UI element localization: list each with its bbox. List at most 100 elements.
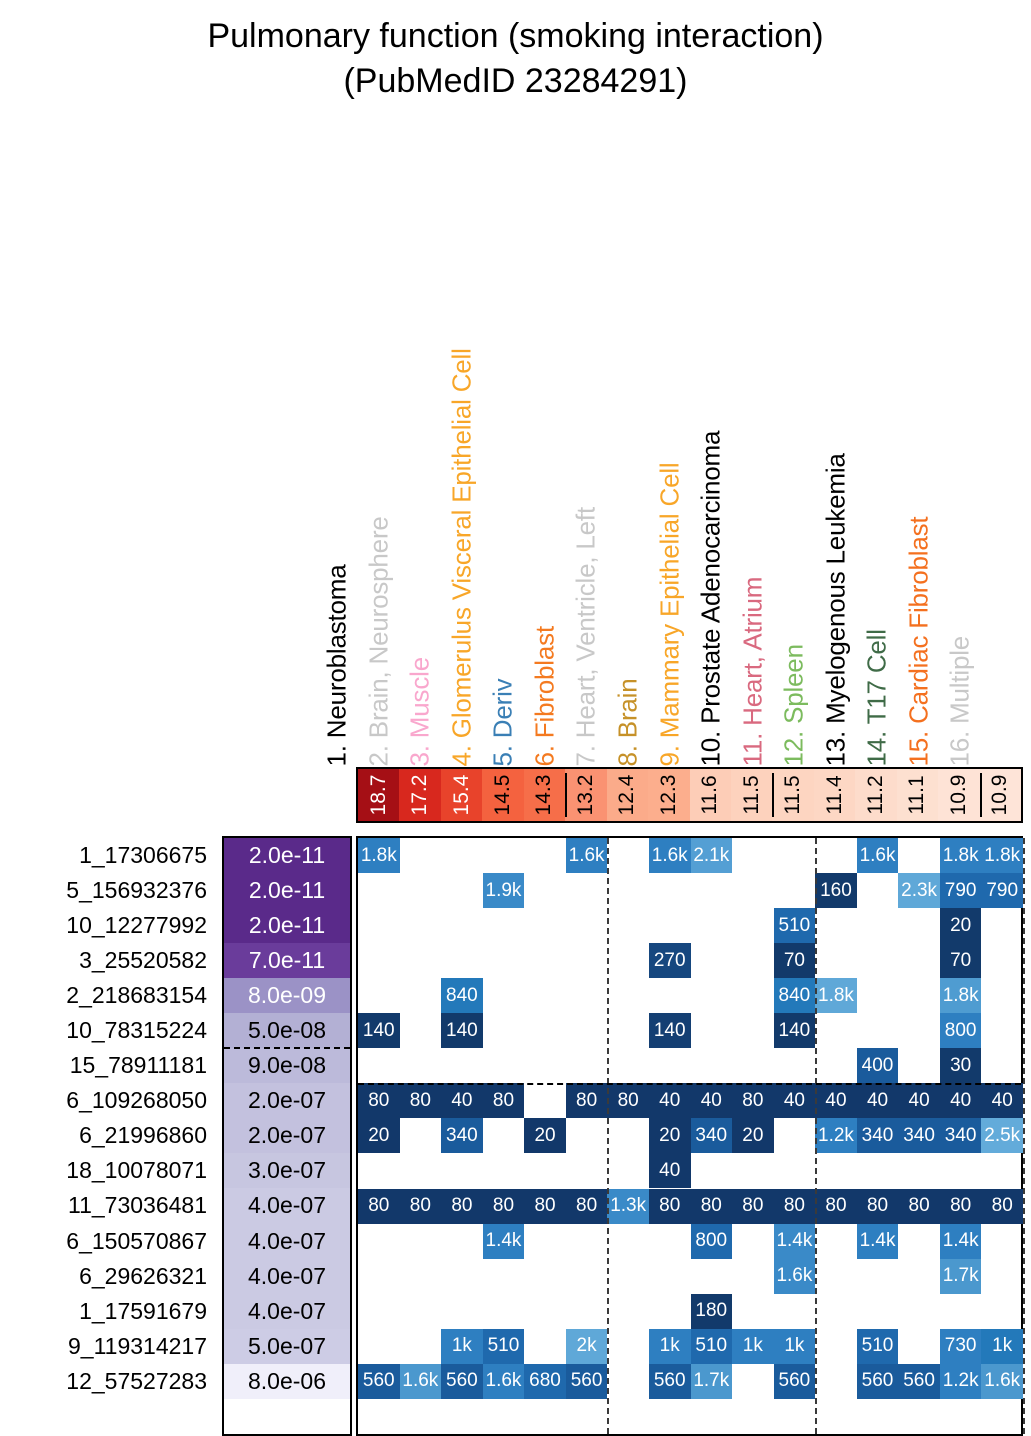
colorbar-value-9: 11.6 bbox=[698, 775, 722, 815]
heatmap-row: 560 1.6k 560 1.6k 680 560 560 1.7k 560 560 560 1.2k… bbox=[358, 1363, 1023, 1399]
heatmap-row: 20 340 20 20 340 20 1.2k 340 340 340 2.5k bbox=[358, 1118, 1023, 1154]
heatmap-cell: 560 bbox=[773, 1363, 816, 1399]
heatmap-cell: 800 bbox=[690, 1223, 733, 1259]
heatmap-cell: 40 bbox=[648, 1153, 691, 1189]
colorbar-value-3: 15.4 bbox=[449, 774, 473, 816]
heatmap-cell: 560 bbox=[856, 1363, 899, 1399]
pvalue-row-separator bbox=[224, 1047, 350, 1050]
row-label: 12_57527283 bbox=[66, 1367, 207, 1394]
heatmap-row: 180 bbox=[358, 1293, 1021, 1329]
pvalue-cell: 4.0e-07 bbox=[224, 1188, 350, 1224]
colorbar-cell-1: 18.7 bbox=[358, 769, 400, 821]
heatmap-cell: 80 bbox=[690, 1188, 733, 1224]
colorbar-value-7: 12.4 bbox=[615, 774, 639, 816]
colorbar-value-4: 14.5 bbox=[491, 774, 515, 816]
heatmap-cell: 1.6k bbox=[565, 838, 608, 874]
heatmap-cell: 80 bbox=[358, 1083, 400, 1119]
heatmap-cell: 80 bbox=[358, 1188, 400, 1224]
heatmap-cell: 40 bbox=[815, 1083, 857, 1119]
heatmap-cell: 560 bbox=[565, 1363, 608, 1399]
heatmap-cell: 560 bbox=[441, 1363, 483, 1399]
heatmap-cell: 40 bbox=[898, 1083, 940, 1119]
column-label-9: 9. Mammary Epithelial Cell bbox=[654, 461, 684, 766]
heatmap-cell: 140 bbox=[773, 1013, 816, 1049]
heatmap-cell: 1.4k bbox=[773, 1223, 816, 1259]
heatmap-cell: 80 bbox=[482, 1083, 525, 1119]
heatmap-cell: 30 bbox=[939, 1048, 982, 1084]
heatmap-cell: 1.6k bbox=[648, 838, 691, 874]
colorbar-cell-8: 12.3 bbox=[648, 769, 690, 821]
heatmap-row: 400 30 bbox=[358, 1048, 1021, 1084]
column-label-1: 1. Neuroblastoma bbox=[321, 563, 352, 766]
heatmap-cell: 20 bbox=[939, 908, 982, 944]
heatmap-cell: 1.6k bbox=[981, 1363, 1023, 1399]
colorbar-separator bbox=[772, 773, 775, 817]
heatmap-cell: 1k bbox=[732, 1328, 774, 1364]
heatmap-cell: 80 bbox=[773, 1188, 816, 1224]
heatmap-cell: 510 bbox=[690, 1328, 733, 1364]
row-label: 1_17306675 bbox=[79, 842, 207, 868]
pvalue-cell: 2.0e-11 bbox=[224, 838, 350, 874]
heatmap-row: 1.8k 1.6k 1.6k 2.1k 1.6k 1.8k 1.8k bbox=[358, 838, 1023, 874]
heatmap-cell: 2k bbox=[565, 1328, 608, 1364]
heatmap-cell: 270 bbox=[648, 943, 691, 979]
row-label: 1_17591679 bbox=[79, 1297, 207, 1324]
row-label: 11_73036481 bbox=[68, 1192, 207, 1219]
heatmap-cell: 1.4k bbox=[482, 1223, 525, 1259]
colorbar-cell-3: 15.4 bbox=[440, 769, 483, 821]
heatmap-cell: 1.8k bbox=[981, 838, 1023, 874]
colorbar-cell-4: 14.5 bbox=[482, 769, 524, 821]
column-label-16: 16. Multiple bbox=[944, 635, 975, 766]
pvalue-cell: 2.0e-11 bbox=[224, 873, 350, 909]
column-label-7: 7. Heart, Ventricle, Left bbox=[570, 506, 601, 766]
row-label: 5_156932376 bbox=[66, 877, 207, 904]
heatmap-cell: 400 bbox=[856, 1048, 899, 1084]
heatmap-cell: 70 bbox=[939, 943, 982, 979]
pvalue-cell: 4.0e-07 bbox=[224, 1223, 350, 1259]
column-label-11: 11. Heart, Atrium bbox=[737, 576, 768, 766]
page-title: Pulmonary function (smoking interaction)… bbox=[207, 17, 824, 100]
heatmap-cell: 1.7k bbox=[939, 1258, 982, 1294]
pvalue-cell: 7.0e-11 bbox=[224, 943, 350, 979]
column-label-band: 1. Neuroblastoma 2. Brain, Neurosphere 3. … bbox=[322, 180, 1023, 766]
pvalue-cell: 5.0e-08 bbox=[224, 1013, 350, 1049]
enrichment-colorbar: 18.7 17.2 15.4 14.5 14.3 13.2 12.4 12.3 11.6 11.5… bbox=[356, 767, 1023, 823]
heatmap-cell: 80 bbox=[815, 1188, 857, 1224]
pvalue-cell: 8.0e-06 bbox=[224, 1363, 350, 1399]
pvalue-cell: 2.0e-11 bbox=[224, 908, 350, 944]
heatmap-cell: 730 bbox=[939, 1328, 982, 1364]
heatmap-row: 840 840 1.8k 1.8k bbox=[358, 978, 1021, 1014]
colorbar-value-8: 12.3 bbox=[656, 774, 680, 816]
colorbar-value-15: 10.9 bbox=[946, 774, 970, 816]
heatmap-cell: 1.4k bbox=[939, 1223, 982, 1259]
heatmap-cell: 1k bbox=[773, 1328, 816, 1364]
column-cluster-separator bbox=[1023, 838, 1025, 1434]
column-label-8: 8. Brain bbox=[612, 677, 643, 766]
colorbar-cell-7: 12.4 bbox=[606, 769, 649, 821]
colorbar-cell-10: 11.5 bbox=[730, 769, 773, 821]
colorbar-cell-16: 10.9 bbox=[979, 769, 1021, 821]
heatmap-cell: 1.6k bbox=[482, 1363, 525, 1399]
heatmap-row: 40 bbox=[358, 1153, 1021, 1189]
colorbar-cell-12: 11.4 bbox=[813, 769, 856, 821]
column-label-6: 6. Fibroblast bbox=[529, 625, 560, 766]
colorbar-cell-14: 11.1 bbox=[896, 769, 939, 821]
pvalue-cell: 4.0e-07 bbox=[224, 1258, 350, 1294]
heatmap-cell: 40 bbox=[939, 1083, 982, 1119]
colorbar-value-12: 11.4 bbox=[822, 775, 846, 815]
row-label: 10_78315224 bbox=[66, 1017, 207, 1044]
heatmap-cell: 680 bbox=[524, 1363, 566, 1399]
colorbar-cell-11: 11.5 bbox=[772, 769, 814, 821]
heatmap-cells-layer: 1.8k 1.6k 1.6k 2.1k 1.6k 1.8k 1.8k 1.9k 160 2.3k 7… bbox=[358, 838, 1025, 1434]
column-label-15: 15. Cardiac Fibroblast bbox=[903, 516, 934, 766]
colorbar-cell-9: 11.6 bbox=[689, 769, 731, 821]
heatmap-cell: 40 bbox=[773, 1083, 816, 1119]
heatmap-cell: 80 bbox=[939, 1188, 982, 1224]
heatmap-cell: 1.8k bbox=[939, 978, 982, 1014]
heatmap-cell: 1.3k bbox=[607, 1188, 649, 1224]
heatmap-cell: 80 bbox=[898, 1188, 940, 1224]
heatmap-cell: 1k bbox=[648, 1328, 691, 1364]
heatmap-cell: 1.6k bbox=[856, 838, 899, 874]
heatmap-cell: 560 bbox=[648, 1363, 691, 1399]
heatmap-row: 270 70 70 bbox=[358, 943, 1021, 979]
